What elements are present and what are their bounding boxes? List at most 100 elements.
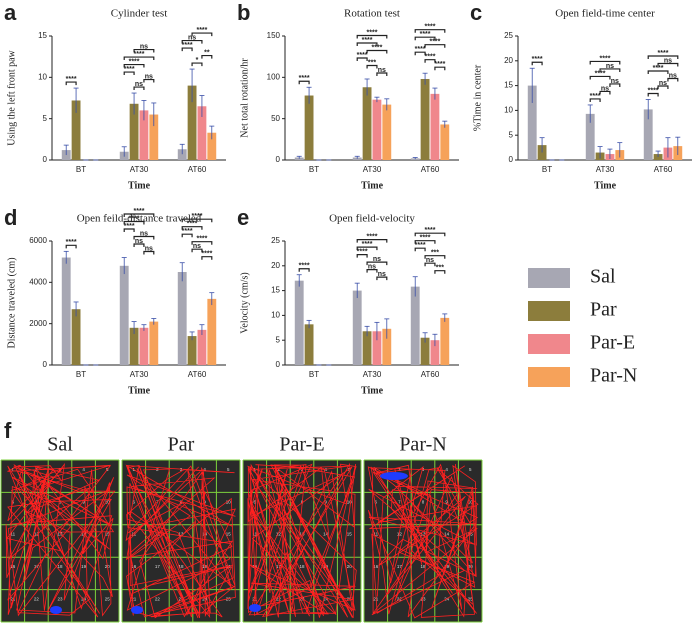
- significance-bracket: [65, 81, 77, 86]
- cell-number: 12: [397, 532, 403, 537]
- cell-number: 19: [444, 564, 450, 569]
- significance-label: ns: [188, 34, 196, 41]
- y-axis-label: Velocity (cm/s): [239, 272, 250, 333]
- y-tick-label: 15: [504, 81, 513, 90]
- chart-title: Rotation test: [344, 8, 400, 20]
- x-tick-label: BT: [542, 165, 552, 174]
- cell-number: 18: [57, 564, 63, 569]
- bar: [139, 110, 149, 160]
- significance-bracket: [647, 55, 679, 59]
- cell-number: 16: [373, 564, 379, 569]
- significance-bracket: [181, 226, 203, 230]
- significance-label: ****: [134, 208, 145, 215]
- y-tick-label: 10: [38, 72, 47, 81]
- cell-number: 22: [276, 597, 282, 602]
- cell-number: 5: [227, 467, 230, 472]
- significance-label: ns: [606, 63, 614, 70]
- cell-number: 1: [12, 467, 15, 472]
- bar: [372, 331, 382, 365]
- significance-bracket: [143, 78, 155, 83]
- significance-label: ****: [434, 61, 445, 68]
- x-tick-label: AT30: [130, 370, 149, 379]
- cell-number: 5: [348, 467, 351, 472]
- cell-number: 9: [203, 499, 206, 504]
- bar: [430, 93, 440, 160]
- y-tick-label: 0: [43, 155, 48, 164]
- significance-label: ***: [368, 59, 376, 66]
- cell-number: 8: [59, 499, 62, 504]
- panel-label: a: [4, 0, 17, 25]
- cell-number: 7: [35, 499, 38, 504]
- cell-number: 12: [276, 532, 282, 537]
- bar: [207, 132, 217, 160]
- y-tick-label: 50: [271, 114, 280, 123]
- significance-label: ****: [658, 50, 669, 57]
- significance-bracket: [657, 62, 679, 67]
- bar: [585, 113, 595, 160]
- x-tick-label: AT30: [596, 165, 615, 174]
- cell-number: 5: [469, 467, 472, 472]
- bar: [149, 321, 159, 365]
- significance-bracket: [589, 75, 611, 80]
- bar: [149, 114, 159, 160]
- cell-number: 14: [444, 532, 450, 537]
- bar: [527, 85, 537, 160]
- track: [367, 463, 479, 619]
- group-title: Sal: [47, 434, 73, 456]
- y-tick-label: 5: [43, 114, 48, 123]
- significance-label: ****: [129, 215, 140, 222]
- cell-number: 25: [105, 597, 111, 602]
- significance-label: ****: [367, 29, 378, 36]
- significance-bracket: [201, 54, 213, 59]
- bar: [61, 150, 71, 160]
- cell-number: 14: [202, 532, 208, 537]
- significance-bracket: [609, 83, 621, 87]
- significance-label: ns: [669, 72, 677, 79]
- bar: [352, 157, 362, 160]
- bar: [187, 85, 197, 160]
- cell-number: 15: [226, 532, 232, 537]
- cell-number: 15: [105, 532, 111, 537]
- bar: [139, 327, 149, 365]
- significance-label: ****: [187, 221, 198, 228]
- significance-label: ****: [648, 87, 659, 94]
- y-tick-label: 4000: [29, 277, 47, 286]
- significance-bracket: [414, 29, 446, 33]
- cell-number: 23: [178, 597, 184, 602]
- significance-label: ****: [371, 44, 382, 51]
- bar: [207, 298, 217, 365]
- significance-label: ****: [600, 55, 611, 62]
- significance-label: ****: [420, 235, 431, 242]
- significance-bracket: [356, 254, 368, 258]
- cell-number: 11: [252, 532, 257, 537]
- bar: [119, 265, 129, 365]
- bar: [440, 124, 450, 160]
- significance-label: ****: [532, 56, 543, 63]
- significance-bracket: [65, 244, 77, 249]
- cell-number: 24: [323, 597, 329, 602]
- cell-number: 13: [57, 532, 63, 537]
- significance-label: ns: [140, 230, 148, 237]
- group-title: Par-E: [279, 434, 324, 456]
- y-tick-label: 0: [43, 360, 48, 369]
- significance-bracket: [123, 71, 135, 76]
- cell-number: 15: [347, 532, 353, 537]
- significance-label: ns: [373, 256, 381, 263]
- cell-number: 13: [420, 532, 426, 537]
- significance-bracket: [366, 64, 378, 69]
- significance-bracket: [298, 268, 310, 272]
- legend-swatch: [528, 334, 570, 354]
- cell-number: 9: [82, 499, 85, 504]
- panel-label: f: [4, 418, 12, 443]
- significance-bracket: [191, 62, 203, 67]
- significance-label: ****: [192, 213, 203, 220]
- significance-bracket: [376, 276, 388, 281]
- significance-bracket: [191, 241, 213, 245]
- y-tick-label: 6000: [29, 236, 47, 245]
- x-axis-label: Time: [128, 385, 151, 396]
- significance-label: ****: [362, 37, 373, 44]
- legend-swatch: [528, 268, 570, 288]
- significance-label: ****: [201, 251, 212, 258]
- chart-title: Open field-velocity: [329, 213, 415, 225]
- significance-bracket: [133, 48, 155, 53]
